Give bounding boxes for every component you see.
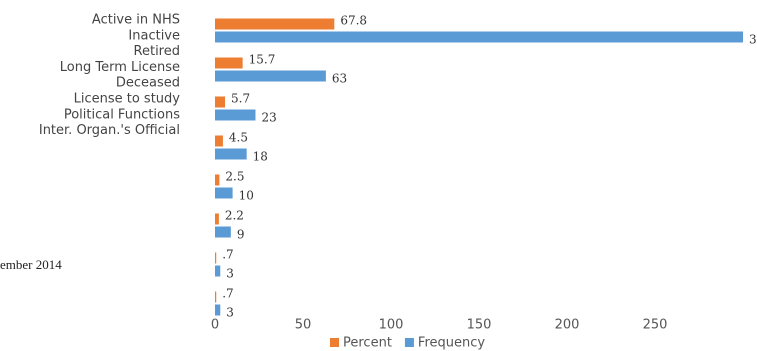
value-label: .7 bbox=[222, 287, 233, 301]
bar bbox=[215, 96, 226, 108]
value-label: 4.5 bbox=[229, 131, 248, 145]
value-label: 300 bbox=[749, 33, 757, 47]
x-tick-label: 50 bbox=[295, 318, 312, 333]
bar bbox=[215, 70, 326, 82]
value-label: 10 bbox=[239, 189, 254, 203]
caption: ember 2014 bbox=[0, 257, 62, 272]
legend-label: Percent bbox=[343, 336, 392, 351]
bar bbox=[215, 135, 223, 147]
bar bbox=[215, 265, 221, 277]
category-label: License to study bbox=[74, 92, 181, 107]
category-label: Inactive bbox=[128, 28, 180, 43]
bar bbox=[215, 148, 247, 160]
bar bbox=[215, 174, 220, 186]
value-label: 9 bbox=[237, 228, 245, 242]
category-label: Retired bbox=[134, 44, 180, 59]
bar bbox=[215, 187, 233, 199]
bar bbox=[215, 252, 217, 264]
bar bbox=[215, 109, 256, 121]
x-tick-label: 100 bbox=[379, 318, 404, 333]
category-label: Political Functions bbox=[64, 107, 180, 122]
value-label: 63 bbox=[332, 72, 347, 86]
bar bbox=[215, 226, 231, 238]
x-tick-label: 200 bbox=[555, 318, 580, 333]
value-label: 15.7 bbox=[249, 53, 276, 67]
bar bbox=[215, 213, 219, 225]
value-label: 2.2 bbox=[225, 209, 244, 223]
value-label: 67.8 bbox=[340, 14, 367, 28]
legend-label: Frequency bbox=[418, 336, 485, 351]
legend-swatch bbox=[330, 338, 339, 347]
x-tick-label: 250 bbox=[643, 318, 668, 333]
category-label: Active in NHS bbox=[92, 13, 180, 28]
value-label: 23 bbox=[261, 111, 276, 125]
x-tick-label: 150 bbox=[467, 318, 492, 333]
bar bbox=[215, 291, 217, 303]
value-label: 18 bbox=[253, 150, 268, 164]
value-label: 3 bbox=[226, 267, 234, 281]
bar bbox=[215, 18, 335, 30]
x-tick-label: 0 bbox=[211, 318, 219, 333]
legend-swatch bbox=[404, 338, 414, 347]
category-label: Deceased bbox=[116, 76, 180, 91]
value-label: 2.5 bbox=[225, 170, 244, 184]
bar bbox=[215, 57, 243, 69]
category-label: Long Term License bbox=[60, 60, 180, 75]
bar bbox=[215, 304, 221, 316]
value-label: 3 bbox=[226, 306, 234, 320]
category-label: Inter. Organ.'s Official bbox=[39, 123, 180, 138]
value-label: .7 bbox=[222, 248, 233, 262]
bar bbox=[215, 31, 743, 43]
value-label: 5.7 bbox=[231, 92, 250, 106]
